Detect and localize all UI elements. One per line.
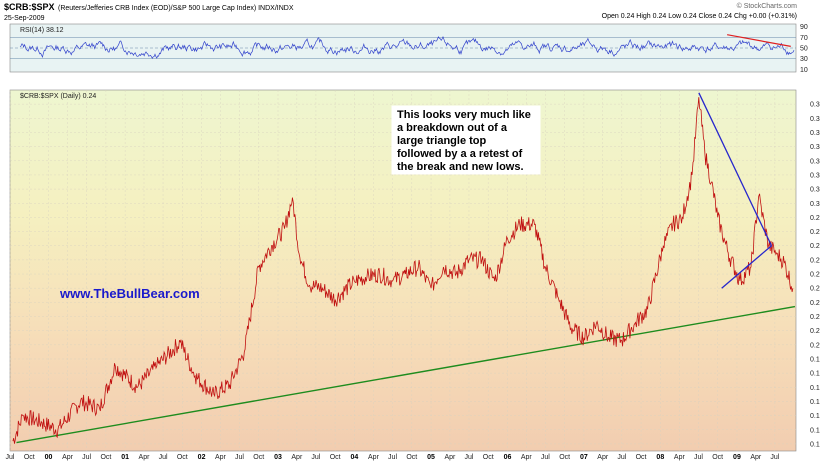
main-y-tick-label: 0.24 — [810, 286, 820, 293]
x-tick-label: Apr — [521, 454, 533, 461]
main-y-tick-label: 0.34 — [810, 144, 820, 151]
rsi-y-tick-label: 70 — [800, 35, 808, 42]
x-tick-label: Oct — [559, 454, 570, 461]
x-tick-label: 00 — [45, 454, 53, 461]
rsi-y-tick-label: 10 — [800, 67, 808, 74]
x-tick-label: 09 — [733, 454, 741, 461]
annotation-box: This looks very much like a breakdown ou… — [391, 105, 541, 175]
rsi-panel: 10 30 50 70 90 RSI(14) 38.12 — [9, 23, 808, 74]
x-tick-label: Apr — [368, 454, 380, 461]
x-tick-label: Apr — [291, 454, 303, 461]
main-y-tick-label: 0.35 — [810, 130, 820, 137]
rsi-line — [19, 35, 795, 59]
chart-date: 25-Sep-2009 — [4, 15, 45, 22]
x-tick-label: 06 — [504, 454, 512, 461]
main-y-tick-label: 0.25 — [810, 272, 820, 279]
x-tick-label: Jul — [770, 454, 779, 461]
rsi-trendline — [727, 34, 791, 47]
main-panel: 0.13 0.14 0.15 0.16 0.17 0.18 0.19 0.20 0.21 0.22… — [6, 89, 820, 461]
main-y-tick-label: 0.37 — [810, 102, 820, 109]
x-tick-label: 07 — [580, 454, 588, 461]
x-tick-label: 02 — [198, 454, 206, 461]
x-axis-ticks: Jul Oct 00 Apr Jul Oct 01 Apr Jul Oct 02 Apr Jul Oct 0… — [6, 454, 780, 461]
x-tick-label: 04 — [351, 454, 359, 461]
x-tick-label: Oct — [330, 454, 341, 461]
annotation-line-5: the break and new lows. — [397, 161, 524, 173]
main-y-ticks: 0.13 0.14 0.15 0.16 0.17 0.18 0.19 0.20 0.21 0.22… — [810, 102, 820, 449]
main-y-tick-label: 0.16 — [810, 399, 820, 406]
x-tick-label: Apr — [444, 454, 456, 461]
main-y-tick-label: 0.33 — [810, 158, 820, 165]
main-y-tick-label: 0.17 — [810, 385, 820, 392]
triangle-upper-trendline — [698, 92, 773, 247]
rsi-legend: RSI(14) 38.12 — [20, 27, 64, 34]
main-y-tick-label: 0.27 — [810, 243, 820, 250]
triangle-lower-trendline — [721, 245, 772, 289]
main-legend: $CRB:$SPX (Daily) 0.24 — [20, 93, 96, 100]
main-y-tick-label: 0.20 — [810, 342, 820, 349]
x-tick-label: Jul — [694, 454, 703, 461]
main-y-tick-label: 0.31 — [810, 187, 820, 194]
x-tick-label: Apr — [674, 454, 686, 461]
x-tick-label: 03 — [274, 454, 282, 461]
x-tick-label: 01 — [121, 454, 129, 461]
rsi-grid — [10, 37, 796, 59]
x-tick-label: Apr — [597, 454, 609, 461]
annotation-line-1: This looks very much like — [397, 109, 531, 121]
x-tick-label: Oct — [253, 454, 264, 461]
website-label: www.TheBullBear.com — [59, 286, 200, 301]
x-tick-label: Apr — [750, 454, 762, 461]
rsi-y-ticks: 10 30 50 70 90 — [800, 24, 808, 74]
main-y-tick-label: 0.14 — [810, 427, 820, 434]
annotation-line-2: a breakdown out of a — [397, 122, 508, 134]
x-tick-label: Oct — [483, 454, 494, 461]
x-tick-label: Apr — [139, 454, 151, 461]
x-tick-label: 05 — [427, 454, 435, 461]
annotation-line-3: large triangle top — [397, 135, 487, 147]
x-tick-label: Jul — [6, 454, 15, 461]
main-y-tick-label: 0.29 — [810, 215, 820, 222]
main-y-tick-label: 0.36 — [810, 116, 820, 123]
annotation-line-4: followed by a a retest of — [397, 148, 523, 160]
x-tick-label: Jul — [235, 454, 244, 461]
rsi-y-tick-label: 30 — [800, 56, 808, 63]
x-tick-label: Oct — [24, 454, 35, 461]
x-tick-label: Jul — [617, 454, 626, 461]
main-y-tick-label: 0.32 — [810, 172, 820, 179]
x-tick-label: Oct — [177, 454, 188, 461]
watermark: © StockCharts.com — [737, 2, 798, 10]
x-tick-label: 08 — [656, 454, 664, 461]
main-y-tick-label: 0.28 — [810, 229, 820, 236]
chart-symbol: $CRB:$SPX — [4, 2, 55, 12]
ohlc-readout: Open 0.24 High 0.24 Low 0.24 Close 0.24 … — [602, 13, 797, 20]
x-tick-label: Jul — [541, 454, 550, 461]
main-y-tick-label: 0.21 — [810, 328, 820, 335]
x-tick-label: Jul — [388, 454, 397, 461]
x-tick-label: Apr — [62, 454, 74, 461]
x-tick-label: Jul — [464, 454, 473, 461]
x-tick-label: Oct — [100, 454, 111, 461]
main-y-tick-label: 0.15 — [810, 413, 820, 420]
x-tick-label: Apr — [215, 454, 227, 461]
main-y-tick-label: 0.23 — [810, 300, 820, 307]
rsi-y-tick-label: 90 — [800, 24, 808, 31]
x-tick-label: Oct — [406, 454, 417, 461]
main-y-tick-label: 0.26 — [810, 257, 820, 264]
main-y-tick-label: 0.22 — [810, 314, 820, 321]
rsi-y-tick-label: 50 — [800, 46, 808, 53]
x-tick-label: Jul — [159, 454, 168, 461]
x-tick-label: Oct — [712, 454, 723, 461]
x-tick-label: Jul — [82, 454, 91, 461]
price-line — [12, 97, 794, 444]
main-y-tick-label: 0.19 — [810, 356, 820, 363]
support-trendline — [16, 305, 796, 444]
x-tick-label: Oct — [636, 454, 647, 461]
chart-description: (Reuters/Jefferies CRB Index (EOD)/S&P 5… — [58, 5, 294, 12]
main-y-tick-label: 0.30 — [810, 201, 820, 208]
x-tick-label: Jul — [311, 454, 320, 461]
main-y-tick-label: 0.18 — [810, 371, 820, 378]
main-y-tick-label: 0.13 — [810, 441, 820, 448]
